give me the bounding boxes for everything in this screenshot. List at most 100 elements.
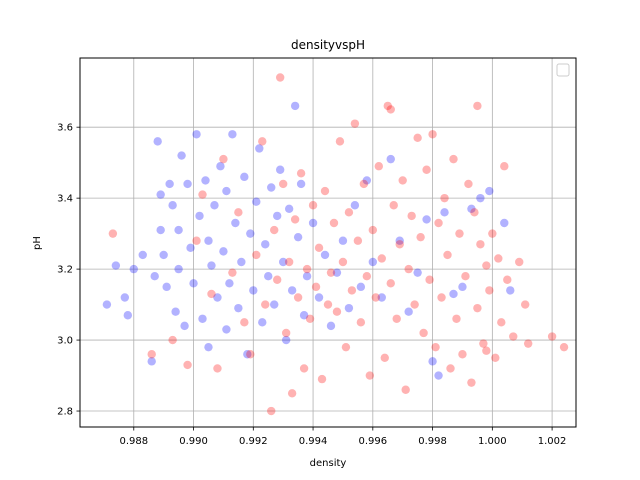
data-point: [281, 335, 291, 345]
data-point: [482, 346, 491, 355]
data-point: [213, 364, 222, 373]
data-point: [213, 293, 222, 302]
data-point: [207, 289, 216, 299]
data-point: [189, 279, 198, 288]
plot-frame: [79, 57, 577, 428]
data-point: [332, 268, 342, 277]
data-point: [425, 275, 434, 284]
data-point: [449, 289, 458, 299]
data-point: [386, 105, 395, 114]
data-point: [287, 286, 297, 295]
data-point: [234, 208, 243, 217]
data-point: [344, 303, 354, 313]
data-point: [377, 293, 386, 302]
data-point: [326, 268, 336, 277]
data-point: [461, 272, 470, 281]
x-axis-ticks: 0.988 0.990 0.992 0.994 0.996 0.998 1.000 1.002: [119, 427, 566, 447]
data-point: [407, 211, 416, 221]
grid-lines: [80, 58, 576, 427]
data-point: [165, 179, 174, 189]
data-point: [180, 321, 189, 331]
data-point: [249, 286, 258, 295]
data-point: [503, 275, 512, 284]
data-point: [350, 201, 360, 210]
data-point: [428, 357, 437, 366]
data-point: [473, 101, 482, 111]
data-point: [278, 179, 288, 189]
data-point: [138, 250, 147, 260]
data-point: [509, 332, 518, 341]
data-point: [246, 229, 255, 238]
data-point: [377, 254, 386, 263]
data-point: [473, 303, 482, 313]
y-tick-label: 3.0: [57, 336, 73, 347]
data-point: [204, 342, 213, 352]
data-point: [317, 374, 327, 384]
data-point: [314, 243, 324, 253]
x-tick-label: 0.998: [418, 436, 447, 447]
data-point: [168, 335, 177, 345]
y-tick-label: 3.4: [57, 194, 73, 205]
x-tick-label: 1.000: [478, 436, 507, 447]
data-point: [440, 208, 449, 217]
data-point: [308, 218, 318, 228]
x-tick-label: 1.002: [538, 436, 567, 447]
data-point: [207, 261, 216, 270]
data-point: [368, 225, 378, 235]
data-point: [386, 154, 395, 164]
data-point: [183, 179, 192, 189]
data-point: [329, 218, 339, 228]
data-point: [252, 197, 261, 206]
data-point: [488, 229, 497, 238]
data-point: [500, 162, 509, 171]
data-point: [380, 353, 389, 363]
data-point: [523, 339, 533, 348]
data-point: [192, 236, 201, 245]
y-axis-ticks: 2.8 3.0 3.2 3.4 3.6: [57, 123, 80, 418]
data-point: [476, 240, 485, 249]
data-point: [216, 162, 225, 171]
data-point: [237, 257, 246, 267]
data-point: [356, 318, 366, 327]
data-point: [404, 264, 413, 274]
data-point: [467, 204, 476, 213]
data-point: [482, 261, 491, 270]
data-point: [261, 300, 270, 309]
data-point: [287, 389, 297, 398]
data-point: [186, 243, 195, 253]
data-point: [371, 293, 381, 302]
data-point: [296, 179, 306, 189]
data-point: [422, 215, 431, 224]
data-point: [485, 286, 494, 295]
data-point: [559, 342, 569, 352]
data-point: [434, 218, 443, 228]
data-point: [389, 201, 398, 210]
data-point: [296, 169, 306, 178]
data-point: [458, 350, 467, 359]
data-point: [183, 360, 192, 370]
data-point: [356, 282, 366, 292]
data-point: [341, 342, 351, 352]
data-point: [410, 300, 419, 309]
data-point: [386, 279, 395, 288]
data-point: [302, 264, 312, 274]
data-point: [362, 272, 372, 281]
data-point: [497, 318, 506, 327]
data-point: [234, 303, 243, 313]
data-point: [320, 250, 330, 260]
data-point: [515, 257, 524, 267]
data-point: [219, 247, 228, 256]
data-point: [222, 325, 231, 334]
data-point: [506, 286, 515, 295]
data-point: [464, 179, 473, 189]
data-point: [299, 364, 309, 373]
data-point: [123, 311, 133, 320]
data-point: [500, 218, 509, 228]
data-point: [243, 350, 252, 359]
data-point: [275, 165, 285, 174]
x-tick-label: 0.988: [119, 436, 148, 447]
data-point: [494, 254, 503, 263]
data-point: [299, 311, 309, 320]
